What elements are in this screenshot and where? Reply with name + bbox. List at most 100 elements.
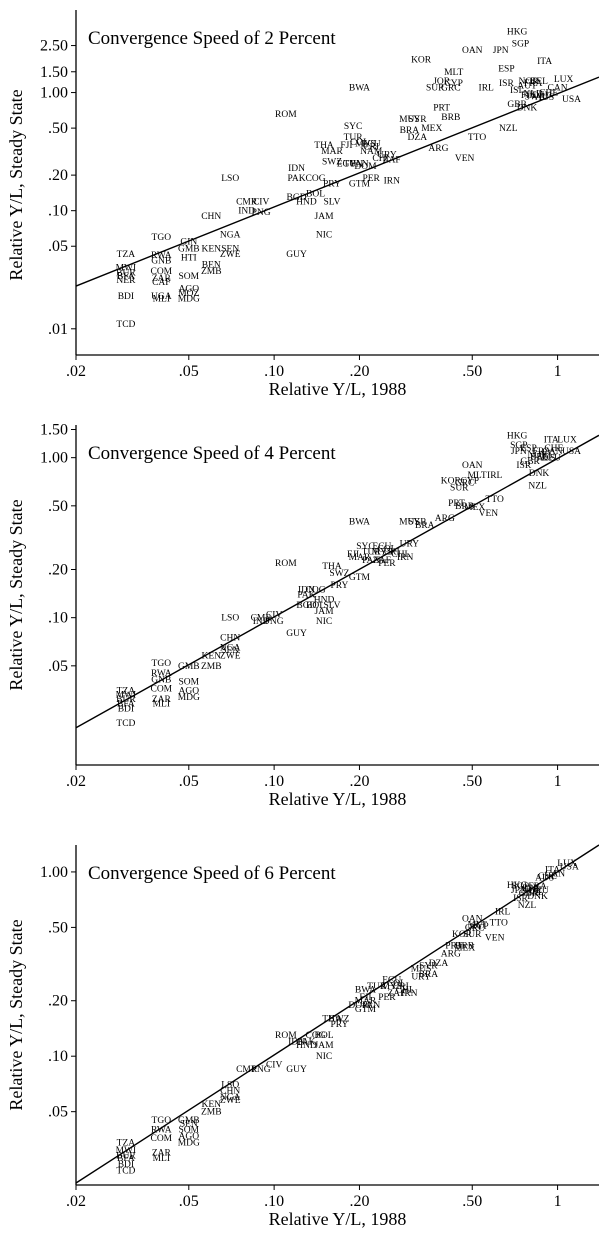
data-point-bdi: BDI (118, 292, 134, 302)
data-point-per: PER (362, 174, 380, 184)
data-point-fra: FRA (533, 447, 552, 457)
data-point-bfa: BFA (117, 272, 135, 282)
y-tick-label: .20 (48, 167, 68, 184)
data-point-fji: FJI (340, 141, 352, 151)
data-point-hnd: HND (314, 595, 335, 605)
chart-title: Convergence Speed of 2 Percent (88, 28, 336, 49)
x-tick-label: .02 (66, 1193, 86, 1210)
data-point-tto: TTO (486, 495, 504, 505)
data-point-tgo: TGO (152, 659, 172, 669)
data-point-bel: BEL (530, 77, 548, 87)
data-point-mex: MEX (421, 124, 442, 134)
data-point-arg: ARG (441, 950, 461, 960)
data-point-ken: KEN (201, 1100, 221, 1110)
data-point-slv: SLV (323, 197, 340, 207)
data-point-mar: MAR (321, 147, 343, 157)
data-point-tun: TUN (343, 160, 363, 170)
data-point-bwa: BWA (349, 84, 370, 94)
data-point-bgd: BGD (296, 601, 316, 611)
x-tick-label: 1 (554, 773, 562, 790)
data-point-idn: IDN (298, 585, 315, 595)
data-point-som: SOM (179, 1126, 200, 1136)
data-point-nor: NOR (528, 450, 549, 460)
data-point-mdg: MDG (178, 1139, 200, 1149)
data-point-hkg: HKG (507, 27, 528, 37)
data-point-tha: THA (322, 562, 342, 572)
data-point-usa: USA (560, 863, 579, 873)
data-point-bol: BOL (315, 1031, 334, 1041)
data-point-dza: DZA (429, 959, 449, 969)
data-point-rwa: RWA (151, 669, 172, 679)
data-point-cyp: CYP (461, 476, 479, 486)
data-point-hnd: HND (296, 197, 317, 207)
data-point-cyp: CYP (444, 79, 462, 89)
data-point-bel: BEL (526, 888, 544, 898)
data-point-tur: TUR (344, 133, 364, 143)
data-point-che: CHE (538, 872, 557, 882)
data-point-nld: NLD (523, 90, 543, 100)
data-point-mlt: MLT (467, 920, 486, 930)
data-point-pan: PAN (362, 556, 380, 566)
x-axis-title: Relative Y/L, 1988 (269, 379, 407, 399)
data-point-prt: PRT (448, 499, 465, 509)
data-point-mar: MAR (349, 553, 371, 563)
x-tick-label: 1 (554, 1193, 562, 1210)
data-point-zaf: ZAF (373, 556, 391, 566)
data-point-ven: VEN (455, 154, 475, 164)
data-point-gmb: GMB (178, 244, 200, 254)
data-point-ury: URY (377, 150, 397, 160)
data-point-lux: LUX (557, 435, 577, 445)
data-point-ven: VEN (485, 934, 505, 944)
data-point-gbr: GBR (519, 889, 539, 899)
x-tick-label: .02 (66, 363, 86, 380)
data-point-com: COM (150, 685, 172, 695)
data-point-civ: CIV (266, 610, 283, 620)
y-tick-label: .20 (48, 561, 68, 578)
data-point-esp: ESP (498, 64, 514, 74)
data-point-arg: ARG (428, 144, 448, 154)
data-point-mys: MYS (381, 982, 402, 992)
x-tick-label: 1 (554, 363, 562, 380)
data-point-lso: LSO (221, 614, 239, 624)
y-tick-label: .10 (48, 203, 68, 220)
data-point-jam: JAM (315, 1041, 335, 1051)
data-point-idn: IDN (288, 1038, 305, 1048)
data-point-bwa: BWA (349, 517, 370, 527)
data-point-bol: BOL (306, 601, 325, 611)
data-point-civ: CIV (253, 197, 270, 207)
data-point-pak: PAK (297, 590, 315, 600)
y-tick-label: .50 (48, 919, 68, 936)
data-point-pry: PRY (323, 179, 341, 189)
data-point-usa: USA (562, 447, 581, 457)
data-point-som: SOM (179, 272, 200, 282)
data-point-bur: BUR (116, 695, 136, 705)
data-point-ecu: ECU (372, 542, 391, 552)
data-point-arg: ARG (435, 514, 455, 524)
data-point-grc: GRC (441, 84, 461, 94)
data-point-moz: MOZ (178, 289, 199, 299)
x-tick-label: .50 (462, 1193, 482, 1210)
chart-panel-1: .02 .05 .10 .20 .50 1 .01 .05 .10 .20 .50 1.00 1.50 2… (6, 10, 599, 399)
data-point-col: COL (377, 545, 396, 555)
data-point-jpn: JPN (511, 447, 527, 457)
data-point-syr: SYR (408, 115, 427, 125)
data-point-ita: ITA (545, 866, 560, 876)
data-point-nor: NOR (519, 77, 540, 87)
data-point-civ: CIV (266, 1061, 283, 1071)
data-point-zar: ZAR (152, 274, 172, 284)
data-point-mex: MEX (464, 503, 485, 513)
x-tick-label: .02 (66, 773, 86, 790)
data-point-jpn: JPN (493, 46, 509, 56)
data-point-zaf: ZAF (387, 989, 405, 999)
data-point-ago: AGO (179, 687, 200, 697)
data-point-nor: NOR (522, 886, 543, 896)
data-point-bra: BRA (415, 521, 435, 531)
data-point-kor: KOR (452, 930, 473, 940)
data-point-slv: SLV (323, 601, 340, 611)
data-point-esp: ESP (520, 444, 536, 454)
data-point-esp: ESP (522, 884, 538, 894)
data-point-oan: OAN (462, 461, 483, 471)
data-point-ner: NER (116, 276, 136, 286)
data-point-sgp: SGP (512, 40, 529, 50)
data-point-mdg: MDG (178, 295, 200, 305)
